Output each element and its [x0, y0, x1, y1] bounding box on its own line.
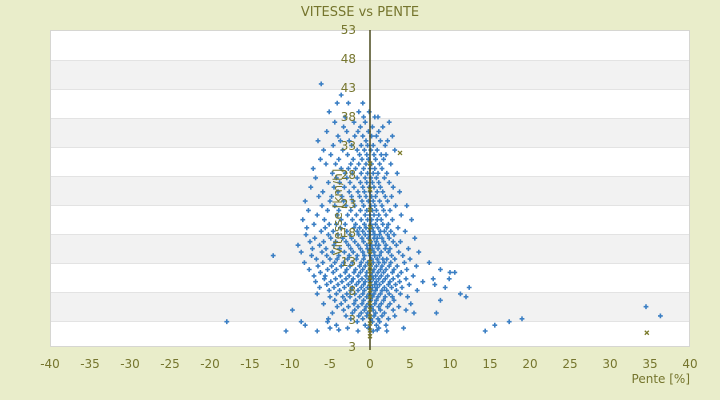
- x-tick-label: 20: [522, 357, 538, 371]
- y-tick-label: 48: [340, 52, 356, 66]
- y-tick-label: 3: [348, 313, 356, 327]
- x-tick-label: 35: [642, 357, 658, 371]
- x-tick-label: 0: [366, 357, 374, 371]
- y-tick-label: 53: [340, 23, 356, 37]
- y-tick-label: 43: [340, 81, 356, 95]
- scatter-points-olive: [367, 150, 650, 339]
- x-tick-label: 5: [406, 357, 414, 371]
- x-tick-label: 25: [562, 357, 578, 371]
- y-axis-title: Vitesse [km/h]: [331, 168, 345, 256]
- x-tick-label: -5: [324, 357, 336, 371]
- x-tick-label: 30: [602, 357, 618, 371]
- chart-title: VITESSE vs PENTE: [300, 5, 420, 20]
- x-tick-label: -35: [80, 357, 100, 371]
- x-axis-title: Pente [%]: [631, 372, 690, 386]
- y-tick-label: 3: [348, 340, 356, 354]
- y-tick-label: 38: [340, 110, 356, 124]
- x-tick-label: 10: [442, 357, 458, 371]
- x-tick-label: -30: [120, 357, 140, 371]
- y-tick-label: 8: [348, 284, 356, 298]
- x-tick-label: 40: [682, 357, 698, 371]
- y-tick-label: 18: [340, 226, 356, 240]
- scatter-points-blue: [224, 81, 663, 334]
- x-tick-label: 15: [482, 357, 498, 371]
- x-tick-label: -10: [280, 357, 300, 371]
- y-tick-label: 23: [340, 197, 356, 211]
- x-tick-label: -25: [160, 357, 180, 371]
- x-tick-label: -15: [240, 357, 260, 371]
- y-tick-label: 33: [340, 139, 356, 153]
- x-tick-label: -40: [40, 357, 60, 371]
- y-tick-label: 13: [340, 255, 356, 269]
- x-tick-label: -20: [200, 357, 220, 371]
- y-tick-label: 28: [340, 168, 356, 182]
